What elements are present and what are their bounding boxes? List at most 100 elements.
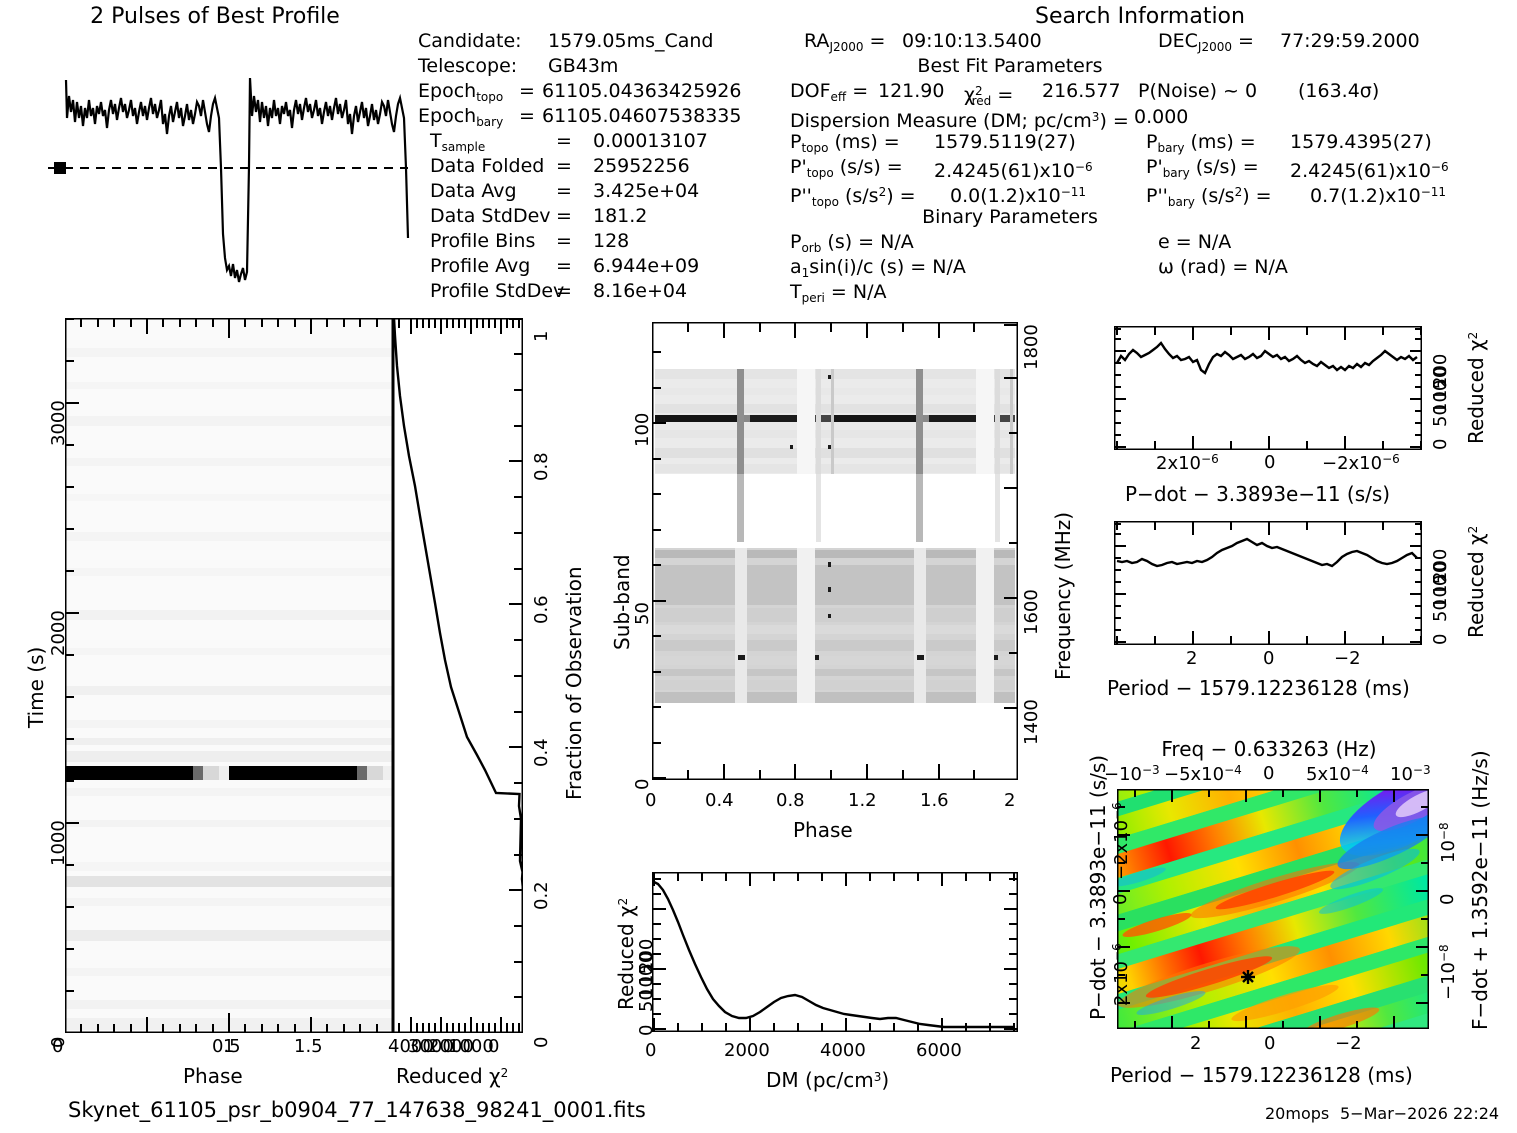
epoch-topo-value: 61105.04363425926 xyxy=(542,80,742,102)
pnoise-text: P(Noise) ~ 0 xyxy=(1138,80,1258,102)
dm-xtick-3: 6000 xyxy=(916,1040,962,1061)
dec-value: 77:29:59.2000 xyxy=(1280,30,1420,52)
ppdot-left-label: P−dot − 3.3893e−11 (s/s) xyxy=(1086,754,1110,1020)
dm-yticks-left xyxy=(652,878,666,1030)
dm-xticks-top xyxy=(653,872,1015,886)
dm-label: Dispersion Measure (DM; pc/cm3) = xyxy=(790,110,1129,132)
period-yticks xyxy=(1114,523,1422,643)
pdot-ytick-0: 0 xyxy=(1430,438,1451,450)
tsample-eq: = xyxy=(556,130,572,152)
profile-bins-eq: = xyxy=(556,230,572,252)
subband-offpulse-stripes xyxy=(735,369,994,703)
data-stddev-eq: = xyxy=(556,205,572,227)
footer-generator: 20mops xyxy=(1265,1104,1330,1123)
time-phase-yticks xyxy=(65,318,79,1033)
dof-label: DOFeff = xyxy=(790,80,869,104)
ppdot-yticks xyxy=(1117,806,1429,1004)
data-avg-value: 3.425e+04 xyxy=(593,180,700,202)
cum-chi2-xlabel: Reduced χ2 xyxy=(396,1064,509,1088)
time-phase-ytick-3: 3000 xyxy=(48,400,69,446)
time-phase-xlabel: Phase xyxy=(183,1064,243,1088)
chi2-value: 216.577 xyxy=(1042,80,1121,102)
period-ylabel: Reduced χ2 xyxy=(1464,525,1488,638)
ppdot-left-tick-1: 0 xyxy=(1110,893,1131,905)
profile-stddev-eq: = xyxy=(556,280,572,302)
subband-ytick-2: 100 xyxy=(632,412,653,447)
ppdot-top-tick-1: −5x10−4 xyxy=(1164,763,1242,785)
ptopo-value: 1579.5119(27) xyxy=(934,131,1076,153)
cum-chi2-ytick-0: 0 xyxy=(531,1036,552,1048)
subband-xtick-2: 0.8 xyxy=(776,790,805,811)
time-phase-ytick-1: 1000 xyxy=(48,820,69,866)
subband-vertical-rfi xyxy=(737,369,1013,542)
subband-freq-tick-1: 1600 xyxy=(1021,589,1042,635)
footer-filename: Skynet_61105_psr_b0904_77_147638_98241_0… xyxy=(68,1098,646,1122)
ptopo-label: Ptopo (ms) = xyxy=(790,131,900,155)
pdot-topo-value: 2.4245(61)x10−6 xyxy=(934,160,1093,182)
epoch-bary-value: 61105.04607538335 xyxy=(542,105,742,127)
ppdot-bottom-tick-2: −2 xyxy=(1335,1033,1362,1054)
sigma-text: (163.4σ) xyxy=(1298,80,1380,102)
telescope-value: GB43m xyxy=(548,55,619,77)
pdot-topo-label: P'topo (s/s) = xyxy=(790,156,903,180)
subband-yticks-right xyxy=(1004,324,1018,709)
subband-panel xyxy=(652,322,1018,780)
binary-heading: Binary Parameters xyxy=(922,206,1098,228)
subband-xtick-3: 1.2 xyxy=(848,790,877,811)
ppdot-best-marker xyxy=(1241,970,1255,984)
cum-chi2-xtick-4: 0 xyxy=(488,1036,500,1057)
subband-ylabel: Sub-band xyxy=(610,554,634,650)
period-xtick-1: 0 xyxy=(1263,648,1275,669)
period-xticks xyxy=(1116,521,1422,645)
pddot-topo-label: P''topo (s/s2) = xyxy=(790,185,916,209)
pdot-ytick-4: 200 xyxy=(1430,353,1451,388)
cum-chi2-ytick-4: 0.8 xyxy=(531,452,552,481)
search-info-block: RAJ2000 = 09:10:13.5400 DECJ2000 = 77:29… xyxy=(790,30,1510,306)
dm-xlabel: DM (pc/cm3) xyxy=(766,1068,890,1092)
ppdot-top-tick-3: 5x10−4 xyxy=(1306,763,1369,785)
pdot-bary-value: 2.4245(61)x10−6 xyxy=(1290,160,1449,182)
profile-stddev-label: Profile StdDev xyxy=(430,280,565,302)
ppdot-top-tick-2: 0 xyxy=(1263,763,1275,784)
subband-blips xyxy=(738,375,998,660)
asini-label: a1sin(i)/c (s) = N/A xyxy=(790,256,966,280)
period-xtick-2: −2 xyxy=(1334,648,1361,669)
subband-rfi-stripe xyxy=(655,415,1015,422)
profile-avg-label: Profile Avg xyxy=(430,255,531,277)
time-phase-xtick-2: 1 xyxy=(223,1036,235,1057)
period-chi2-panel xyxy=(1114,521,1422,645)
ra-label: RAJ2000 = xyxy=(804,30,886,54)
subband-xtick-4: 1.6 xyxy=(920,790,949,811)
pdot-xticks xyxy=(1116,326,1422,450)
period-xtick-0: 2 xyxy=(1186,648,1198,669)
pdot-chi2-panel xyxy=(1114,326,1422,450)
profile-avg-value: 6.944e+09 xyxy=(593,255,700,277)
search-info-heading: Search Information xyxy=(1035,4,1245,29)
pddot-bary-value: 0.7(1.2)x10−11 xyxy=(1310,185,1447,207)
dm-ytick-0: 0 xyxy=(636,1024,657,1036)
pbary-label: Pbary (ms) = xyxy=(1146,131,1256,155)
data-stddev-value: 181.2 xyxy=(593,205,648,227)
ppdot-bottom-tick-0: 2 xyxy=(1190,1033,1202,1054)
cumulative-chi2-yticks xyxy=(509,318,523,1033)
ppdot-map-panel xyxy=(1117,789,1429,1029)
footer-timestamp: 5−Mar−2026 22:24 xyxy=(1340,1104,1500,1123)
subband-lower-block xyxy=(655,548,1015,703)
cum-chi2-ylabel: Fraction of Observation xyxy=(562,566,586,800)
cumulative-chi2-xticks-bottom xyxy=(398,1017,520,1033)
tsample-label: Tsample xyxy=(430,130,486,154)
pdot-xtick-0: 2x10−6 xyxy=(1156,452,1219,474)
subband-ytick-1: 50 xyxy=(632,602,653,625)
dec-label: DECJ2000 = xyxy=(1158,30,1254,54)
profile-stddev-value: 8.16e+04 xyxy=(593,280,688,302)
ra-value: 09:10:13.5400 xyxy=(902,30,1042,52)
cum-chi2-xtick-3: 1000 xyxy=(448,1036,494,1057)
telescope-label: Telescope: xyxy=(418,55,518,77)
dm-panel xyxy=(652,872,1018,1032)
subband-xtick-0: 0 xyxy=(645,790,657,811)
profile-bins-label: Profile Bins xyxy=(430,230,536,252)
time-phase-ylabel: Time (s) xyxy=(24,646,48,728)
ppdot-right-tick-2: −10−8 xyxy=(1437,944,1459,1000)
subband-ytick-0: 0 xyxy=(632,778,653,790)
time-phase-xtick-3: 1.5 xyxy=(294,1036,323,1057)
